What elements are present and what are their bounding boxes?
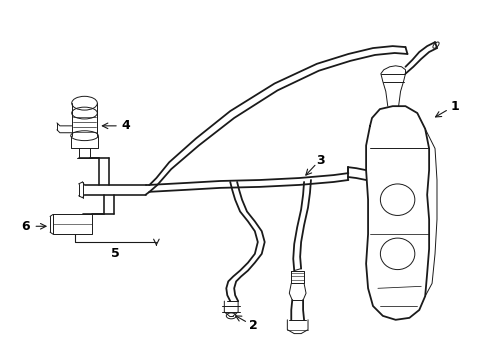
Text: 3: 3 (317, 154, 325, 167)
Text: 2: 2 (249, 319, 258, 332)
Text: 4: 4 (122, 120, 130, 132)
Ellipse shape (226, 313, 236, 319)
Text: 6: 6 (21, 220, 30, 233)
Text: 5: 5 (111, 247, 120, 260)
Text: 1: 1 (450, 100, 459, 113)
Ellipse shape (433, 42, 439, 48)
